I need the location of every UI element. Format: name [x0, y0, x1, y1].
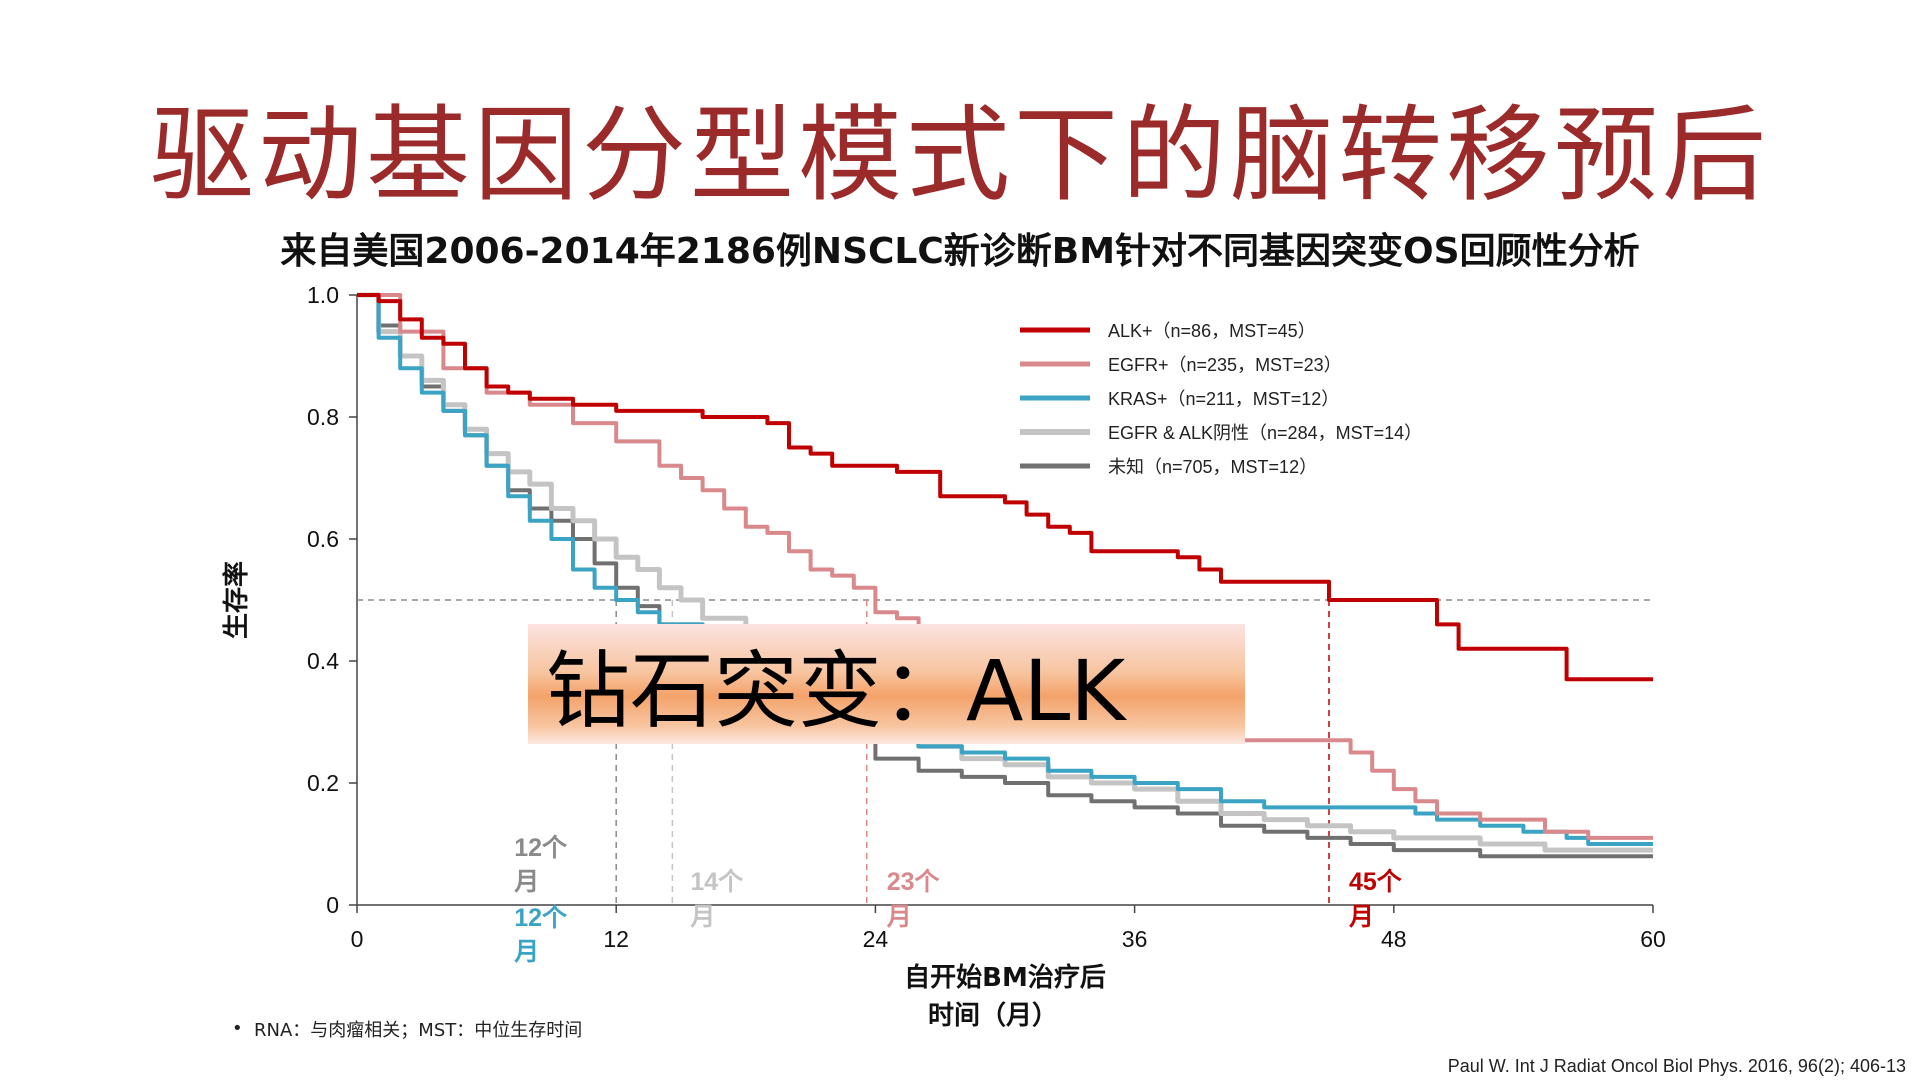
callout-banner: 钻石突变：ALK	[528, 624, 1245, 744]
legend-label: KRAS+（n=211，MST=12）	[1108, 389, 1339, 409]
median-label-value: 12个	[514, 834, 568, 862]
median-label-unit: 月	[513, 868, 539, 896]
series-line	[357, 293, 1653, 840]
x-tick-label: 12	[603, 926, 629, 952]
median-label-value: 14个	[690, 868, 744, 896]
y-tick-label: 0.6	[307, 526, 339, 552]
series-group	[357, 292, 1653, 859]
legend: ALK+（n=86，MST=45） EGFR+（n=235，MST=23） KRAS…	[1020, 321, 1422, 477]
x-axis-title-line1: 自开始BM治疗后	[904, 962, 1106, 993]
legend-label: 未知（n=705，MST=12）	[1108, 457, 1317, 477]
y-tick-label: 0.4	[307, 648, 339, 674]
x-tick-label: 60	[1640, 926, 1666, 952]
median-label-value: 12个	[514, 904, 568, 932]
x-tick-label: 36	[1122, 926, 1148, 952]
median-label-value: 23个	[887, 868, 941, 896]
x-tick-label: 0	[351, 926, 364, 952]
bullet-icon: •	[232, 1018, 243, 1039]
median-label-unit: 月	[1348, 903, 1374, 931]
median-label-unit: 月	[689, 903, 715, 931]
legend-label: EGFR+（n=235，MST=23）	[1108, 355, 1342, 375]
citation: Paul W. Int J Radiat Oncol Biol Phys. 20…	[1447, 1056, 1906, 1076]
y-tick-label: 0	[326, 892, 339, 918]
legend-label: ALK+（n=86，MST=45）	[1108, 321, 1316, 341]
axis-ticks: 0 0.2 0.4 0.6 0.8 1.0 0 12 24 36 48 60	[307, 282, 1666, 952]
median-label-value: 45个	[1349, 868, 1403, 896]
slide-title: 驱动基因分型模式下的脑转移预后	[149, 94, 1770, 216]
legend-label: EGFR & ALK阴性（n=284，MST=14）	[1108, 423, 1422, 443]
y-tick-label: 0.8	[307, 404, 339, 430]
y-tick-label: 0.2	[307, 770, 339, 796]
series-line	[357, 292, 1653, 853]
median-label-unit: 月	[513, 938, 539, 966]
series-line	[357, 293, 1653, 859]
y-axis-title: 生存率	[221, 561, 252, 639]
series-line	[357, 293, 1653, 682]
axis-titles: 自开始BM治疗后 时间（月） 生存率	[221, 561, 1106, 1031]
y-tick-label: 1.0	[307, 282, 339, 308]
footnote-text: RNA：与肉瘤相关；MST：中位生存时间	[254, 1020, 583, 1041]
median-label-unit: 月	[886, 903, 912, 931]
x-axis-title-line2: 时间（月）	[928, 1001, 1058, 1031]
x-tick-label: 24	[863, 926, 889, 952]
callout-text: 钻石突变：ALK	[546, 641, 1126, 740]
chart-subtitle: 来自美国2006-2014年2186例NSCLC新诊断BM针对不同基因突变OS回…	[280, 231, 1640, 272]
x-tick-label: 48	[1381, 926, 1407, 952]
